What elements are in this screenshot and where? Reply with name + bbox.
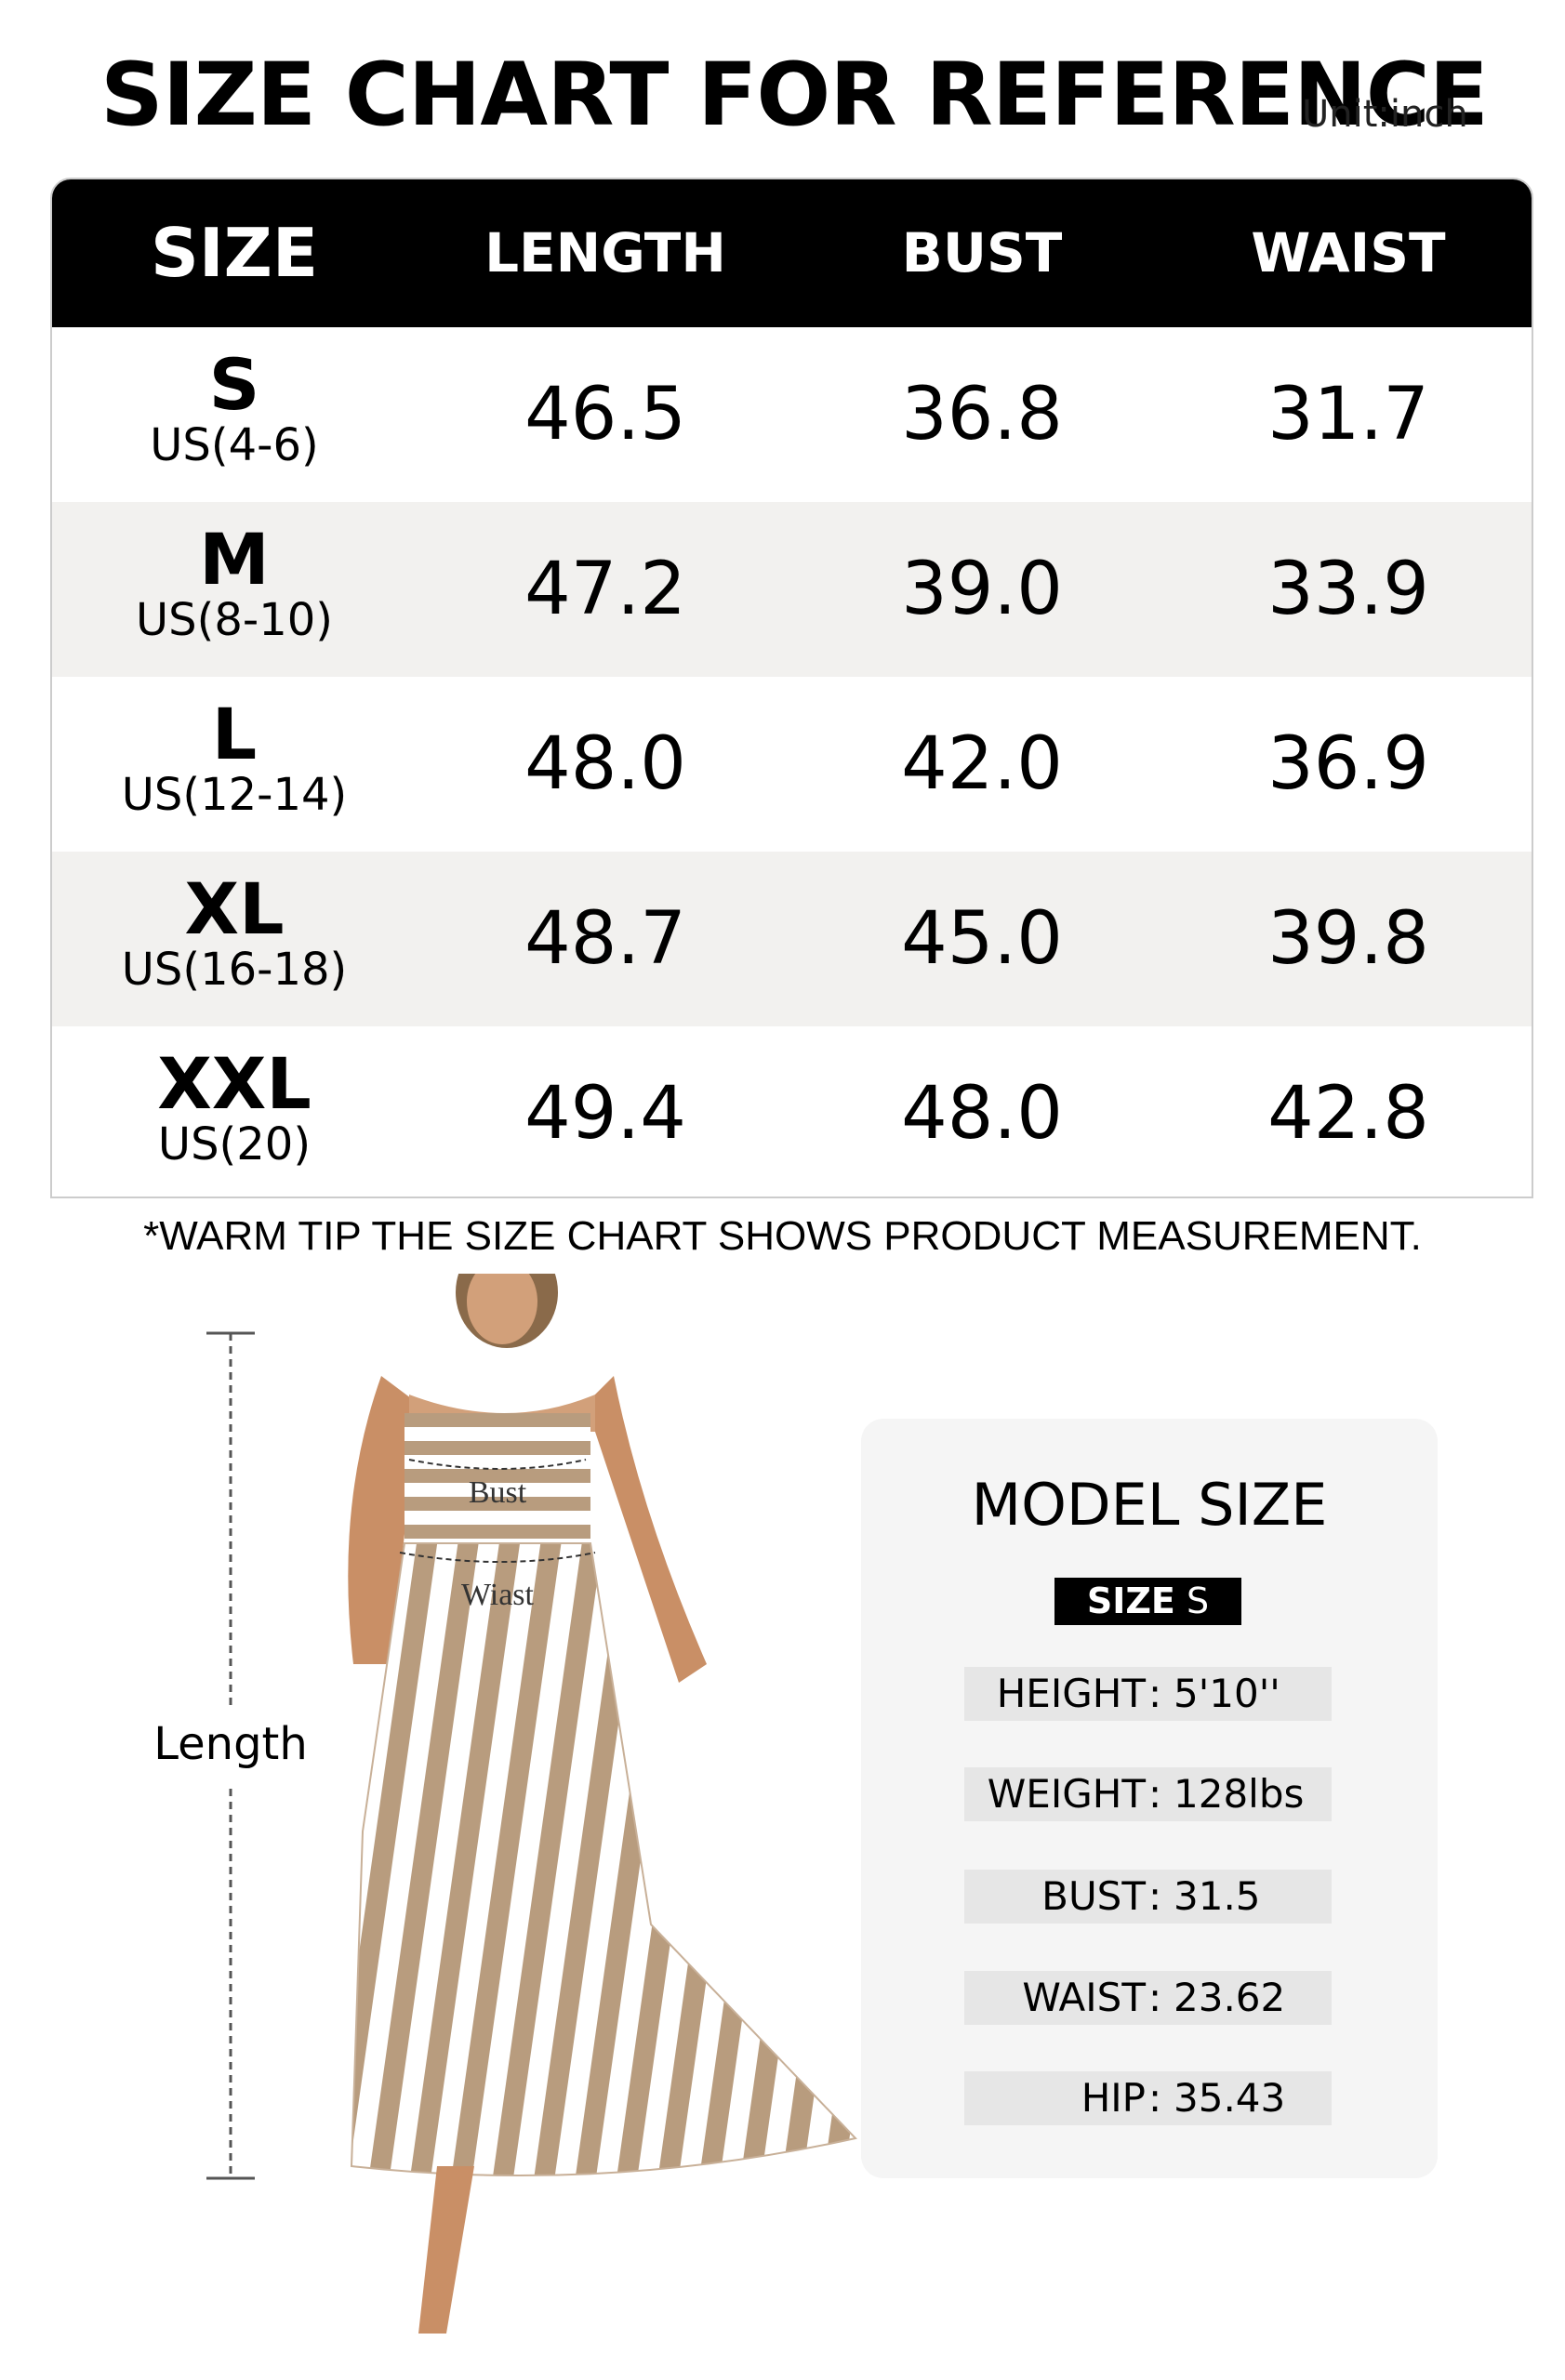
waist-value: 42.8 <box>1267 1072 1429 1156</box>
item-sep: : <box>1148 1771 1162 1817</box>
length-label: Length <box>153 1718 308 1770</box>
skirt <box>350 1542 857 2176</box>
bust-value: 39.0 <box>901 548 1063 631</box>
model-item: HEIGHT:5'10'' <box>964 1667 1332 1721</box>
table-row: M US(8-10) 47.2 39.0 33.9 <box>52 502 1532 677</box>
model-item: WAIST:23.62 <box>964 1971 1332 2025</box>
item-sep: : <box>1148 1975 1162 2020</box>
size-table: SIZE LENGTH BUST WAIST S US(4-6) 46.5 36.8 31.7… <box>50 178 1533 1198</box>
arm <box>348 1376 418 1664</box>
item-value: 31.5 <box>1174 1873 1261 1919</box>
bust-value: 36.8 <box>901 373 1063 456</box>
size-value: S <box>1187 1580 1210 1621</box>
size-us: US(16-18) <box>121 944 348 996</box>
bodice <box>405 1413 590 1543</box>
size-us: US(8-10) <box>136 594 333 646</box>
leg <box>418 2166 474 2334</box>
head <box>467 1274 537 1344</box>
label-bg <box>149 1711 316 1785</box>
model-item: WEIGHT:128lbs <box>964 1767 1332 1821</box>
size-name: XL <box>184 867 285 950</box>
item-label: WAIST <box>1022 1975 1146 2020</box>
size-name: L <box>211 693 258 775</box>
item-value: 128lbs <box>1174 1771 1305 1817</box>
waist-value: 36.9 <box>1267 722 1429 806</box>
table-header: SIZE LENGTH BUST WAIST <box>52 179 1532 327</box>
waist-value: 31.7 <box>1267 373 1429 456</box>
size-us: US(20) <box>157 1118 312 1170</box>
item-value: 35.43 <box>1174 2075 1286 2121</box>
arm <box>586 1376 707 1683</box>
size-name: XXL <box>157 1042 312 1125</box>
title: SIZE CHART FOR REFERENCE <box>100 45 1489 146</box>
waist-label: Wiast <box>461 1578 534 1612</box>
size-name: S <box>208 343 260 426</box>
length-value: 48.7 <box>524 897 686 981</box>
length-value: 47.2 <box>524 548 686 631</box>
item-sep: : <box>1148 1671 1162 1716</box>
waist-value: 33.9 <box>1267 548 1429 631</box>
size-name: M <box>199 518 270 601</box>
table-row: XL US(16-18) 48.7 45.0 39.8 <box>52 852 1532 1026</box>
table-row: XXL US(20) 49.4 48.0 42.8 <box>52 1026 1532 1197</box>
item-label: HEIGHT <box>996 1671 1146 1716</box>
column-header: BUST <box>901 221 1063 284</box>
unit: Unit:inch <box>1302 93 1468 136</box>
table-row: S US(4-6) 46.5 36.8 31.7 <box>52 327 1532 502</box>
item-label: HIP <box>1081 2075 1146 2121</box>
model-size-badge: SIZE S <box>1054 1578 1241 1625</box>
item-sep: : <box>1148 1873 1162 1919</box>
model-item: HIP:35.43 <box>964 2071 1332 2125</box>
item-value: 23.62 <box>1174 1975 1286 2020</box>
length-value: 49.4 <box>524 1072 686 1156</box>
length-value: 46.5 <box>524 373 686 456</box>
bust-label: Bust <box>469 1475 527 1510</box>
bust-value: 42.0 <box>901 722 1063 806</box>
item-label: BUST <box>1041 1873 1146 1919</box>
warm-tip: *WARM TIP THE SIZE CHART SHOWS PRODUCT M… <box>143 1213 1422 1259</box>
item-label: WEIGHT <box>987 1771 1146 1817</box>
size-label: SIZE <box>1086 1580 1175 1621</box>
item-sep: : <box>1148 2075 1162 2121</box>
column-header: WAIST <box>1251 221 1446 284</box>
length-value: 48.0 <box>524 722 686 806</box>
column-header: LENGTH <box>484 221 726 284</box>
model-item: BUST:31.5 <box>964 1870 1332 1924</box>
bust-value: 48.0 <box>901 1072 1063 1156</box>
item-value: 5'10'' <box>1174 1671 1280 1716</box>
model-figure: Length Bust Wiast <box>149 1274 857 2334</box>
waist-value: 39.8 <box>1267 897 1429 981</box>
bust-value: 45.0 <box>901 897 1063 981</box>
size-us: US(4-6) <box>150 419 319 471</box>
size-us: US(12-14) <box>121 769 348 821</box>
column-header: SIZE <box>150 214 319 292</box>
model-title: MODEL SIZE <box>971 1471 1328 1539</box>
bust-line <box>408 1459 587 1470</box>
table-row: L US(12-14) 48.0 42.0 36.9 <box>52 677 1532 852</box>
